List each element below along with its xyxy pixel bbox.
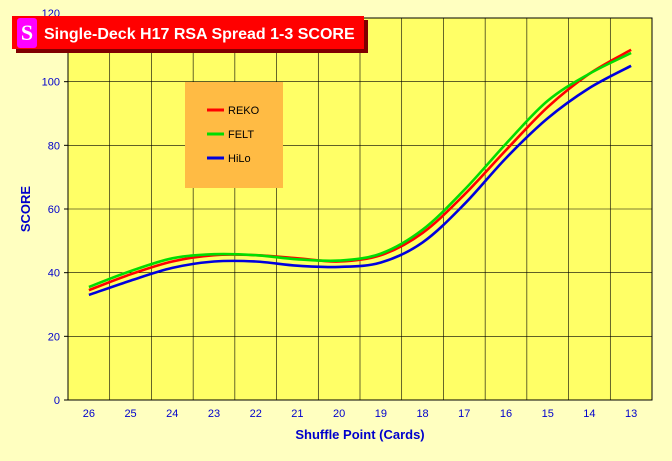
series-line-reko (88, 48, 632, 292)
x-tick-label: 13 (625, 408, 637, 420)
x-axis-title: Shuffle Point (Cards) (295, 427, 424, 442)
x-axis-ticks: 26 25 24 23 22 21 20 19 18 17 16 15 14 13 (83, 408, 638, 420)
grid (68, 18, 652, 400)
y-tick-label: 0 (54, 395, 60, 407)
chart-title-box: Single-Deck H17 RSA Spread 1-3 SCORE (12, 16, 368, 53)
y-tick-label: 100 (42, 77, 60, 89)
legend-label: REKO (228, 105, 260, 117)
x-tick-label: 16 (500, 408, 512, 420)
legend: REKO FELT HiLo (185, 82, 283, 188)
chart-title: Single-Deck H17 RSA Spread 1-3 SCORE (44, 26, 355, 43)
x-tick-label: 20 (333, 408, 345, 420)
x-tick-label: 23 (208, 408, 220, 420)
series-lines (88, 48, 632, 297)
x-tick-label: 15 (542, 408, 554, 420)
logo-text: S (21, 20, 33, 45)
y-tick-label: 20 (48, 331, 60, 343)
x-tick-label: 19 (375, 408, 387, 420)
x-tick-label: 26 (83, 408, 95, 420)
y-tick-label: 80 (48, 140, 60, 152)
y-axis-title: SCORE (18, 186, 33, 233)
x-tick-label: 21 (291, 408, 303, 420)
x-tick-label: 24 (166, 408, 178, 420)
legend-label: HiLo (228, 153, 251, 165)
x-tick-label: 18 (416, 408, 428, 420)
y-tick-label: 60 (48, 204, 60, 216)
y-tick-label: 40 (48, 268, 60, 280)
legend-label: FELT (228, 129, 254, 141)
x-tick-label: 14 (583, 408, 595, 420)
x-tick-label: 17 (458, 408, 470, 420)
x-tick-label: 22 (250, 408, 262, 420)
logo-icon: S (17, 18, 37, 48)
x-tick-label: 25 (124, 408, 136, 420)
series-line-felt (88, 51, 632, 289)
series-line-hilo (88, 64, 632, 297)
